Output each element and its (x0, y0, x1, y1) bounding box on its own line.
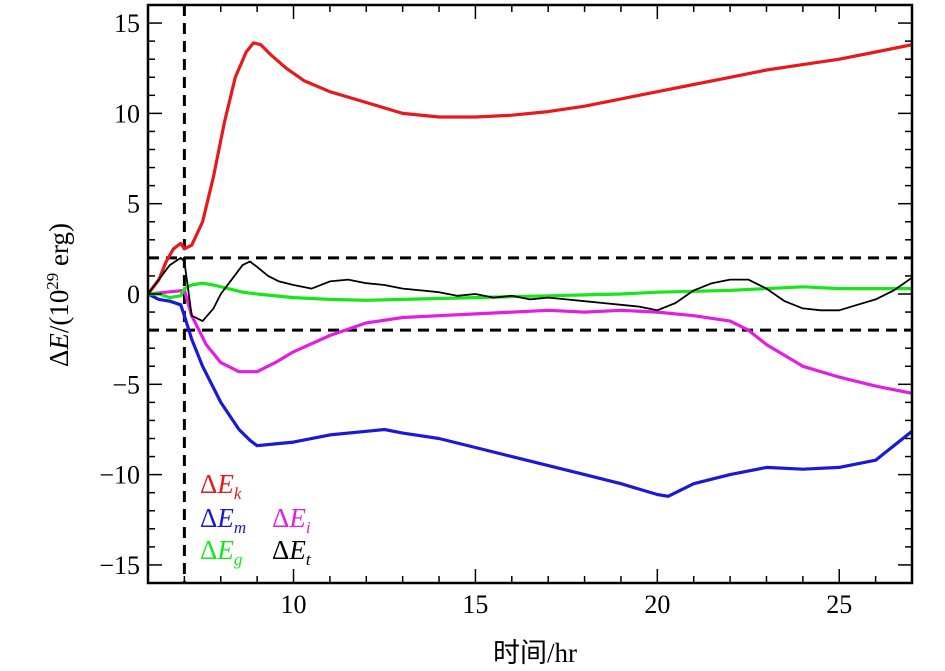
x-tick-label: 15 (462, 590, 488, 619)
y-axis-title-exp: 29 (43, 273, 62, 290)
series-line-eg (148, 281, 912, 302)
y-axis-title-var: E (44, 333, 74, 351)
y-tick-label: 15 (114, 9, 140, 38)
legend-entry-ek: ΔEk (200, 469, 242, 503)
series-line-ei (148, 288, 912, 395)
series-line-ek (148, 41, 912, 296)
x-tick-label: 25 (826, 590, 852, 619)
x-axis-title: 时间/hr (493, 638, 577, 668)
series-group (148, 41, 912, 498)
series-line-em (148, 292, 912, 498)
y-tick-label: 10 (114, 99, 140, 128)
axis-ticks (147, 4, 913, 584)
x-tick-label: 10 (281, 590, 307, 619)
y-tick-label: −15 (99, 551, 140, 580)
x-tick-label: 20 (644, 590, 670, 619)
y-tick-label: 0 (127, 280, 140, 309)
y-axis-title-suffix: erg) (44, 223, 74, 273)
tick-labels: 10 15 20 25 −15 −10 −5 0 5 10 15 (99, 9, 852, 619)
legend-entry-em: ΔEm (200, 503, 246, 537)
y-axis-title-delta: Δ (44, 350, 74, 367)
legend-entry-eg: ΔEg (200, 535, 242, 569)
legend-entry-et: ΔEt (272, 535, 312, 569)
y-axis-title-mid: /(10 (44, 290, 74, 334)
y-tick-label: −10 (99, 461, 140, 490)
y-tick-label: −5 (112, 370, 140, 399)
y-tick-label: 5 (127, 190, 140, 219)
y-axis-title: ΔE/(1029 erg) (43, 223, 74, 367)
legend-entry-ei: ΔEi (272, 503, 311, 537)
series-line-et (148, 256, 912, 323)
